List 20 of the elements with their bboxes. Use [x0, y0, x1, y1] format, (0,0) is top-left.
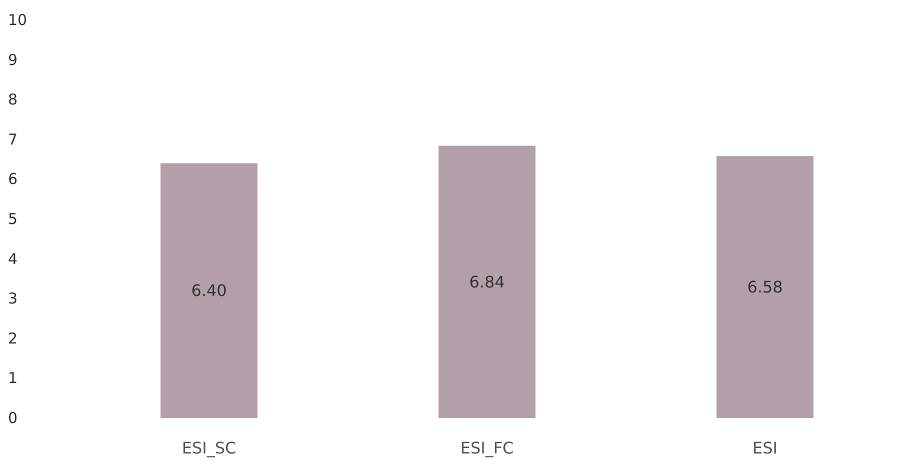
y-tick-label: 2 [8, 329, 18, 348]
y-tick-label: 1 [8, 369, 18, 388]
x-tick-label: ESI_FC [460, 438, 514, 458]
y-tick-label: 6 [8, 170, 18, 188]
y-tick-label: 3 [8, 290, 18, 308]
x-tick-label: ESI [752, 438, 778, 458]
data-label: 6.40 [191, 281, 227, 300]
x-tick-label: ESI_SC [182, 438, 236, 458]
data-label: 6.58 [747, 278, 783, 297]
y-tick-label: 4 [8, 250, 18, 268]
y-tick-label: 9 [8, 50, 18, 69]
y-tick-label: 8 [8, 90, 18, 109]
y-tick-label: 5 [8, 210, 18, 228]
bar [716, 156, 814, 418]
bar [438, 146, 536, 418]
y-tick-label: 10 [8, 11, 28, 29]
bar [160, 163, 258, 418]
data-label: 6.84 [469, 272, 505, 292]
y-tick-label: 0 [8, 409, 18, 427]
y-tick-label: 7 [8, 130, 18, 148]
